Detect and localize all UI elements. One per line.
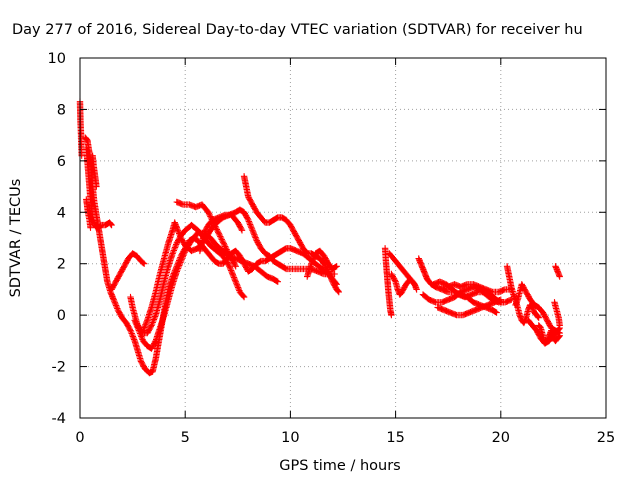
y-tick-label: -2: [52, 360, 66, 376]
x-tick-label: 15: [386, 430, 404, 446]
x-tick-label: 5: [181, 430, 190, 446]
y-tick-label: 10: [48, 51, 66, 67]
data-point-track: [83, 144, 115, 231]
data-point-track: [304, 247, 340, 280]
x-tick-labels: 0 5 10 15 20 25: [75, 430, 615, 446]
data-point-track: [512, 281, 563, 337]
x-tick-label: 0: [75, 430, 84, 446]
y-tick-labels: -4 -2 0 2 4 6 8 10: [48, 51, 66, 427]
data-point-track: [108, 250, 148, 293]
data-point-track: [240, 173, 342, 296]
y-tick-label: 4: [57, 205, 66, 221]
y-axis-label: SDTVAR / TECUs: [8, 179, 24, 298]
data-point-track: [83, 196, 94, 231]
y-tick-label: 0: [57, 308, 66, 324]
chart-title: Day 277 of 2016, Sidereal Day-to-day VTE…: [12, 22, 583, 38]
data-point-track: [381, 245, 395, 319]
y-tick-label: -4: [52, 411, 66, 427]
data-point-track: [434, 296, 504, 319]
data-point-track: [552, 263, 563, 280]
data-point-track: [89, 152, 100, 190]
y-tick-label: 6: [57, 154, 66, 170]
grid-lines: [80, 58, 606, 418]
x-tick-label: 10: [281, 430, 299, 446]
data-point-track: [551, 299, 563, 329]
y-tick-label: 8: [57, 102, 66, 118]
data-point-track: [196, 211, 246, 255]
x-tick-label: 20: [492, 430, 510, 446]
data-point-track: [388, 270, 420, 298]
data-point-track: [535, 322, 563, 347]
axis-ticks: [79, 57, 607, 419]
data-points: [76, 98, 563, 377]
x-axis-label: GPS time / hours: [279, 458, 400, 474]
x-tick-label: 25: [597, 430, 615, 446]
data-point-track: [438, 281, 515, 296]
plot-border: [79, 57, 607, 419]
data-point-track: [173, 198, 239, 270]
y-tick-label: 2: [57, 257, 66, 273]
